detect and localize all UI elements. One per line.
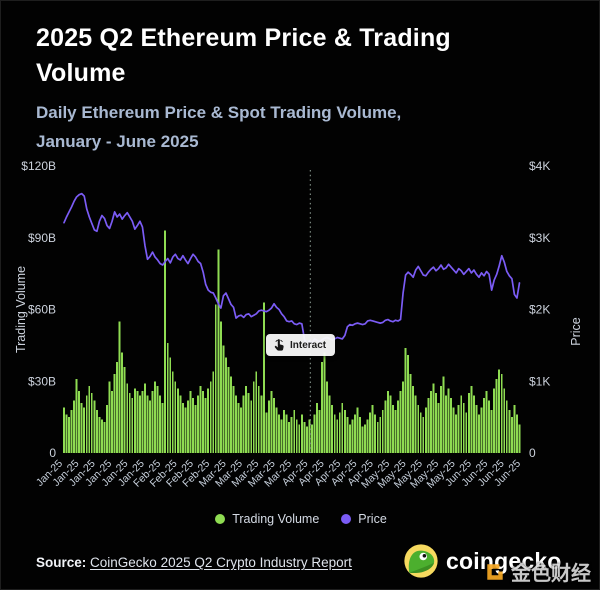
- coingecko-gecko-icon: [404, 544, 438, 578]
- chart-legend: Trading Volume Price: [1, 512, 599, 526]
- svg-text:$1K: $1K: [529, 374, 550, 388]
- legend-label-trading-volume: Trading Volume: [232, 512, 320, 526]
- x-axis-labels: Jan-25Jan-25Jan-25Jan-25Jan-25Jan-25Feb-…: [34, 458, 523, 491]
- source-label: Source:: [36, 555, 87, 570]
- jinse-logo-icon: [487, 563, 503, 580]
- left-axis-title: Trading Volume: [14, 266, 28, 353]
- source-line: Source: CoinGecko 2025 Q2 Crypto Industr…: [36, 555, 352, 570]
- interact-button-label: Interact: [290, 339, 327, 351]
- svg-text:$4K: $4K: [529, 159, 550, 173]
- click-hand-icon: [274, 339, 284, 351]
- trading-volume-swatch-icon: [215, 514, 226, 524]
- dual-axis-chart: $120B $90B $60B $30B 0 $4K $3K $2K $1K 0 Trading V…: [14, 159, 583, 491]
- svg-text:$120B: $120B: [21, 159, 56, 173]
- coingecko-brand: coingecko: [403, 543, 562, 579]
- legend-item-trading-volume[interactable]: Trading Volume: [215, 512, 319, 526]
- svg-text:$60B: $60B: [28, 303, 56, 317]
- svg-text:0: 0: [49, 446, 56, 460]
- left-axis-ticks: $120B $90B $60B $30B 0: [21, 159, 56, 460]
- svg-text:$30B: $30B: [28, 374, 56, 388]
- title-line-2: Volume: [36, 59, 126, 87]
- legend-item-price[interactable]: Price: [341, 512, 387, 526]
- svg-text:$90B: $90B: [28, 231, 56, 245]
- chart-area: $120B $90B $60B $30B 0 $4K $3K $2K $1K 0 Trading V…: [1, 149, 599, 511]
- coingecko-wordmark: coingecko: [446, 547, 562, 574]
- header: 2025 Q2 Ethereum Price & Trading Volume …: [36, 21, 576, 156]
- svg-text:$3K: $3K: [529, 231, 550, 245]
- legend-label-price: Price: [358, 512, 387, 526]
- page-subtitle: Daily Ethereum Price & Spot Trading Volu…: [36, 98, 576, 156]
- jinse-watermark: 金色财经: [484, 557, 591, 586]
- right-axis-ticks: $4K $3K $2K $1K 0: [529, 159, 550, 460]
- subtitle-line-2: January - June 2025: [36, 132, 199, 151]
- volume-bars: [63, 230, 521, 454]
- interact-button[interactable]: Interact: [266, 334, 336, 356]
- source-report-link[interactable]: CoinGecko 2025 Q2 Crypto Industry Report: [90, 555, 352, 570]
- price-line: [63, 192, 521, 348]
- subtitle-line-1: Daily Ethereum Price & Spot Trading Volu…: [36, 103, 402, 122]
- page-title: 2025 Q2 Ethereum Price & Trading Volume: [36, 21, 576, 91]
- svg-text:$2K: $2K: [529, 303, 550, 317]
- watermark-text: 金色财经: [511, 563, 591, 585]
- title-line-1: 2025 Q2 Ethereum Price & Trading: [36, 24, 451, 52]
- price-swatch-icon: [341, 514, 352, 524]
- right-axis-title: Price: [569, 317, 583, 346]
- svg-text:0: 0: [529, 446, 536, 460]
